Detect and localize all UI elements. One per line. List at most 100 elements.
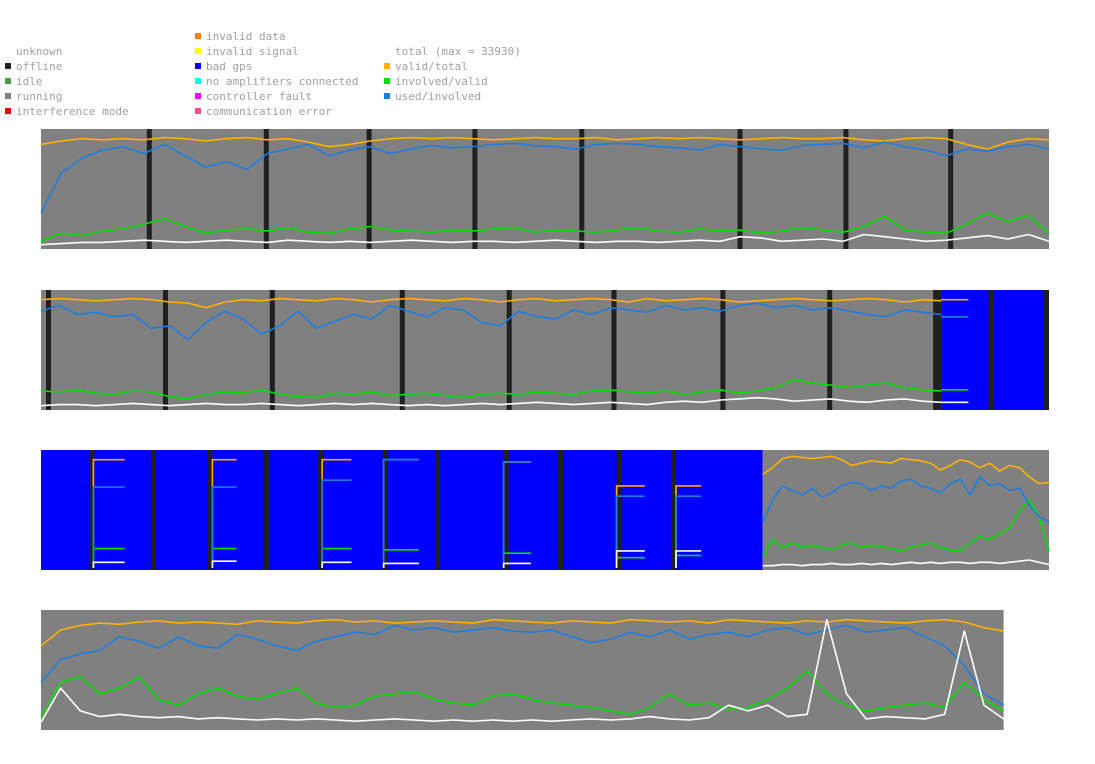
legend-item-used-involved: used/involved — [384, 89, 481, 104]
burst-line-total — [615, 550, 645, 568]
legend-label: communication error — [206, 105, 332, 118]
legend-swatch — [384, 63, 390, 69]
burst-line-used-involved — [382, 458, 419, 568]
legend-label: invalid signal — [206, 45, 299, 58]
state-segment-offline — [843, 129, 849, 249]
series-line-valid-total — [40, 136, 1050, 150]
legend-label: invalid data — [206, 30, 286, 43]
burst-line-used-involved — [92, 486, 125, 568]
state-segment-offline — [611, 290, 617, 410]
series-line-involved-valid — [762, 498, 1050, 558]
series-line-used-involved — [40, 624, 1005, 706]
series-line-involved-valid — [40, 670, 1005, 717]
burst-line-used-involved — [675, 495, 702, 568]
series-line-total — [40, 233, 1050, 246]
state-segment-running — [41, 290, 942, 410]
legend-label: unknown — [16, 45, 63, 58]
state-segment-offline — [1044, 290, 1049, 410]
burst-line-total — [211, 560, 237, 568]
state-segment-offline — [89, 450, 95, 570]
legend-label: bad gps — [206, 60, 253, 73]
legend-label: valid/total — [395, 60, 468, 73]
legend-item-offline: offline — [5, 59, 62, 74]
state-segment-offline — [558, 450, 564, 570]
legend-item-bad-gps: bad gps — [195, 59, 252, 74]
timeline-row-2 — [40, 290, 1049, 410]
legend-label: total (max = 33930) — [395, 45, 521, 58]
state-segment-offline — [146, 129, 152, 249]
legend-item-communication-error: communication error — [195, 104, 332, 119]
legend-swatch — [384, 93, 390, 99]
state-segment-offline — [503, 450, 509, 570]
burst-line-total — [321, 561, 352, 568]
legend-item-interference-mode: interference mode — [5, 104, 129, 119]
legend-item-no-amplifiers: no amplifiers connected — [195, 74, 358, 89]
timeline-row-3 — [41, 450, 1050, 570]
legend-item-invalid-signal: invalid signal — [195, 44, 299, 59]
state-segment-running — [41, 129, 1049, 249]
state-segment-offline — [948, 129, 954, 249]
legend-label: involved/valid — [395, 75, 488, 88]
state-segment-offline — [472, 129, 478, 249]
legend-item-total: total (max = 33930) — [384, 44, 521, 59]
legend-item-idle: idle — [5, 74, 43, 89]
state-segment-offline — [737, 129, 743, 249]
burst-line-total — [502, 562, 531, 568]
legend-swatch — [5, 108, 11, 114]
state-segment-offline — [506, 290, 512, 410]
legend-swatch — [195, 63, 201, 69]
state-segment-bad-gps — [41, 450, 763, 570]
legend: unknown offline idle running interferenc… — [0, 0, 1095, 125]
state-segment-offline — [720, 290, 726, 410]
legend-item-controller-fault: controller fault — [195, 89, 312, 104]
burst-line-used-involved — [502, 461, 531, 568]
legend-item-running: running — [5, 89, 62, 104]
legend-label: interference mode — [16, 105, 129, 118]
state-segment-offline — [263, 450, 269, 570]
state-segment-offline — [399, 290, 405, 410]
legend-swatch — [195, 48, 201, 54]
state-segment-bad-gps — [941, 290, 1049, 410]
state-segment-offline — [150, 450, 156, 570]
legend-label: no amplifiers connected — [206, 75, 359, 88]
series-line-total — [40, 618, 1005, 723]
state-segment-offline — [827, 290, 833, 410]
state-segment-offline — [318, 450, 324, 570]
legend-label: controller fault — [206, 90, 312, 103]
state-segment-offline — [579, 129, 585, 249]
state-segment-offline — [435, 450, 441, 570]
legend-label: offline — [16, 60, 63, 73]
series-line-used-involved — [40, 302, 942, 341]
state-segment-offline — [382, 450, 388, 570]
legend-item-invalid-data: invalid data — [195, 29, 285, 44]
state-segment-running — [41, 610, 1004, 730]
burst-line-total — [92, 561, 125, 568]
series-line-valid-total — [40, 297, 942, 309]
legend-item-valid-total: valid/total — [384, 59, 468, 74]
state-segment-offline — [366, 129, 372, 249]
legend-label: running — [16, 90, 63, 103]
legend-item-unknown: unknown — [5, 44, 62, 59]
legend-swatch — [5, 93, 11, 99]
burst-line-total — [675, 550, 702, 568]
state-segment-offline — [933, 290, 942, 410]
legend-swatch — [5, 63, 11, 69]
timeline-row-4 — [40, 610, 1005, 730]
series-line-valid-total — [40, 618, 1004, 647]
series-line-used-involved — [40, 141, 1050, 214]
series-line-total — [762, 559, 1050, 567]
series-line-involved-valid — [40, 378, 942, 400]
series-line-valid-total — [762, 455, 1050, 485]
legend-label: idle — [16, 75, 43, 88]
state-segment-offline — [988, 290, 994, 410]
legend-label: used/involved — [395, 90, 482, 103]
legend-item-involved-valid: involved/valid — [384, 74, 488, 89]
legend-swatch — [5, 78, 11, 84]
burst-line-used-involved — [615, 495, 645, 568]
timeline-row-1 — [40, 129, 1050, 249]
state-segment-offline — [207, 450, 213, 570]
state-segment-offline — [616, 450, 622, 570]
state-segment-offline — [671, 450, 676, 570]
state-segment-offline — [269, 290, 275, 410]
